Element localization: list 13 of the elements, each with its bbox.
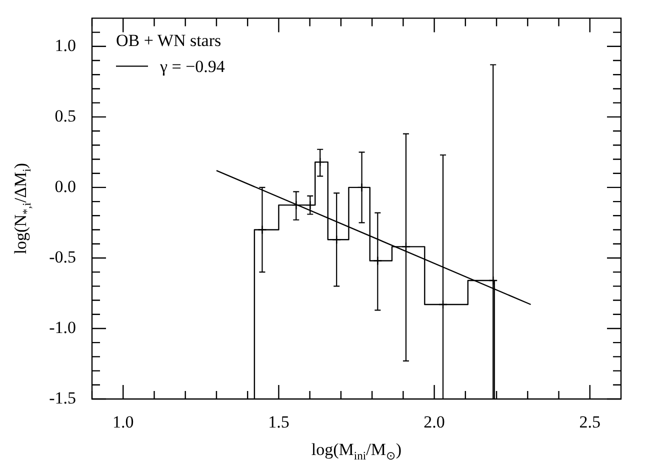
x-tick-label: 1.0 [112,412,134,432]
x-tick-label: 2.5 [579,412,601,432]
x-tick-label: 1.5 [268,412,290,432]
y-tick-label: 1.0 [54,36,76,55]
y-tick-label: -1.0 [49,318,76,337]
x-tick-label: 2.0 [424,412,445,432]
y-tick-label: 0.5 [54,106,76,126]
y-tick-label: -0.5 [49,247,76,266]
legend-label: γ = −0.94 [159,57,226,76]
y-tick-label: 0.0 [54,176,76,196]
y-tick-label: -1.5 [49,388,76,408]
legend-title: OB + WN stars [116,31,222,50]
y-axis-title: log(N*,i/ΔMi) [11,163,34,254]
